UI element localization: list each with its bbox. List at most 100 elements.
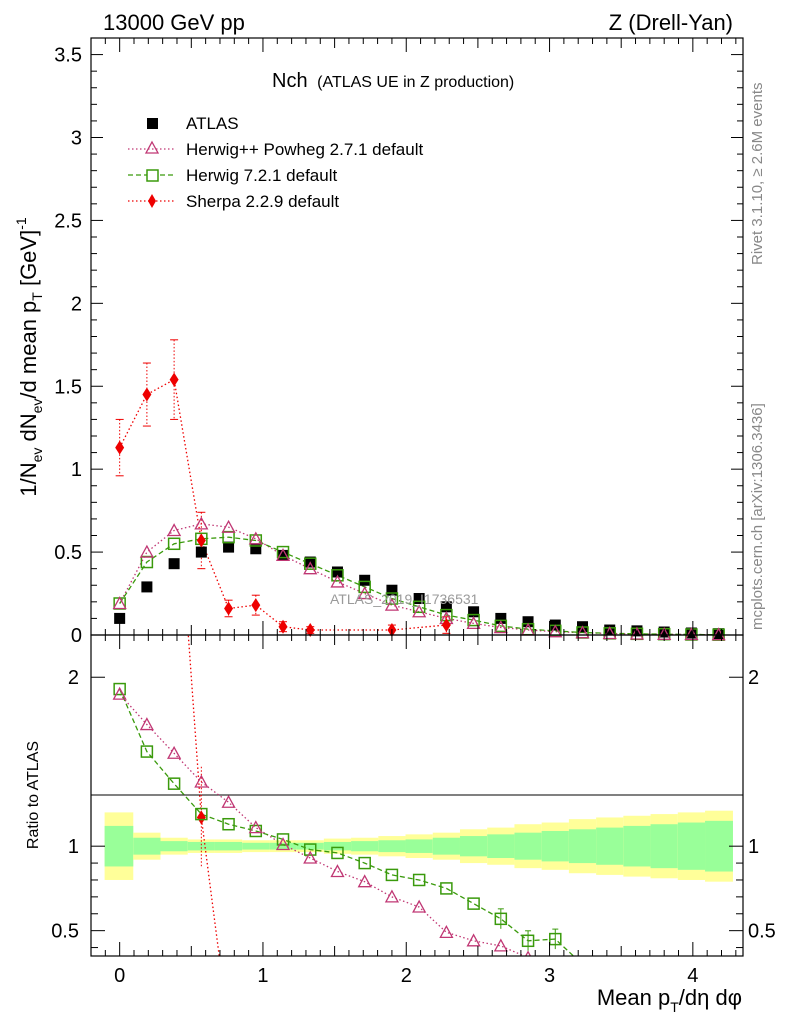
main-y-tick-label: 2 [71, 293, 82, 315]
ratio-band-inner [187, 841, 215, 851]
atlas-point [168, 558, 180, 570]
atlas-point [114, 612, 126, 624]
ratio-herwig72-point [577, 959, 588, 970]
ratio-herwig72-point [222, 817, 235, 831]
ratio-y-tick-label: 2 [68, 667, 79, 689]
powheg-point [303, 561, 318, 575]
ratio-herwig72-point [467, 897, 480, 910]
powheg-point [466, 616, 481, 630]
legend: ATLAS Herwig++ Powheg 2.7.1 default Herw… [128, 114, 423, 211]
herwig72-point [249, 534, 263, 547]
ratio-herwig72-point [494, 912, 508, 926]
powheg-point [575, 625, 590, 639]
sherpa-point [251, 598, 261, 613]
ratio-powheg-point [439, 924, 454, 938]
atlas-point [604, 624, 616, 636]
ratio-powheg-point [303, 850, 318, 864]
atlas-point [141, 581, 153, 593]
herwig72-line [119, 536, 719, 636]
ratio-powheg-point [330, 864, 345, 878]
ratio-powheg-point [524, 950, 532, 956]
plot-title: Nch (ATLAS UE in Z production) [272, 70, 514, 92]
ratio-band-inner [623, 825, 651, 867]
ratio-herwig72-point [140, 745, 154, 758]
ratio-band-inner [405, 839, 433, 853]
ratio-herwig72-point [549, 932, 562, 946]
sherpa-point [305, 623, 315, 638]
sherpa-point [224, 601, 234, 616]
ratio-powheg-point [357, 874, 372, 888]
legend-marker-sherpa [148, 194, 156, 208]
x-tick-label: 0 [114, 965, 125, 987]
ratio-herwig72-point [303, 843, 317, 856]
x-tick-label: 4 [687, 965, 698, 987]
ratio-powheg-point [221, 794, 236, 808]
main-y-tick-label: 3 [71, 128, 82, 150]
ratio-band-inner [514, 832, 542, 860]
sherpa-line [119, 378, 447, 631]
ratio-herwig72-point [331, 846, 344, 860]
ratio-powheg-point [112, 686, 127, 700]
ratio-y-tick-label: 0.5 [51, 921, 79, 943]
herwig72-point [412, 600, 426, 614]
powheg-point [493, 620, 508, 634]
atlas-point [685, 627, 697, 639]
herwig72-point [385, 592, 399, 605]
ratio-band-inner [541, 830, 569, 862]
legend-entry-sherpa: Sherpa 2.2.9 default [128, 192, 339, 211]
plot-title-main: Nch [272, 70, 308, 92]
legend-label-herwig72: Herwig 7.2.1 default [186, 166, 337, 185]
legend-entry-herwig72: Herwig 7.2.1 default [128, 166, 337, 185]
ratio-band-inner [650, 824, 678, 869]
powheg-point [412, 604, 427, 618]
powheg-point [139, 544, 154, 558]
ratio-band-inner [160, 841, 188, 852]
x-tick-label: 1 [257, 965, 268, 987]
ratio-powheg-point [194, 774, 209, 788]
atlas-point [631, 625, 643, 637]
ratio-herwig72-point [521, 934, 535, 948]
powheg-point [629, 626, 645, 640]
ratio-herwig72-point [385, 868, 399, 882]
ratio-band-inner [323, 841, 352, 851]
header-process: Z (Drell-Yan) [609, 10, 733, 35]
main-panel: 0 0.5 1 1.5 2 2.5 3 3.5 ATLAS_2019_I1736531 Nch… [13, 37, 744, 647]
atlas-point [331, 566, 343, 578]
legend-label-atlas: ATLAS [186, 114, 239, 133]
legend-marker-herwig72 [146, 169, 159, 182]
ratio-y-tick-label-right: 1 [748, 836, 759, 858]
atlas-point [359, 574, 371, 586]
atlas-point [522, 616, 534, 628]
atlas-point [277, 549, 289, 561]
ratio-herwig72-point [276, 833, 290, 846]
ratio-band-inner [459, 836, 488, 857]
ratio-band-inner [378, 840, 406, 853]
x-tick-label: 2 [401, 965, 412, 987]
sherpa-point [169, 372, 179, 387]
powheg-point [548, 624, 563, 638]
herwig72-point [331, 569, 344, 582]
ratio-uncertainty-band [104, 810, 733, 882]
ratio-band-inner [705, 820, 733, 872]
ratio-frame [90, 634, 744, 957]
powheg-point [221, 519, 236, 533]
atlas-point [440, 601, 452, 613]
ratio-band-inner [596, 827, 624, 865]
powheg-point [248, 531, 263, 545]
ratio-powheg-point [384, 889, 400, 903]
herwig72-point [467, 613, 480, 627]
ratio-herwig72-point [440, 882, 453, 895]
plot-title-sub: (ATLAS UE in Z production) [317, 74, 514, 91]
main-y-tick-label: 1 [71, 459, 82, 481]
powheg-line [119, 523, 719, 636]
ratio-herwig72-point [358, 856, 371, 870]
ratio-sherpa-point [196, 810, 206, 825]
ratio-band-inner [214, 841, 243, 851]
ratio-herwig72-point [195, 807, 208, 821]
header-energy: 13000 GeV pp [103, 10, 245, 35]
sherpa-point [441, 618, 451, 633]
ratio-panel: 0.5 0.5 1 1 2 2 0 1 2 3 4 Ratio to ATLAS Mean pT/d… [25, 634, 776, 1015]
ratio-y-axis-label: Ratio to ATLAS [25, 741, 42, 849]
legend-entry-powheg: Herwig++ Powheg 2.7.1 default [128, 140, 423, 159]
